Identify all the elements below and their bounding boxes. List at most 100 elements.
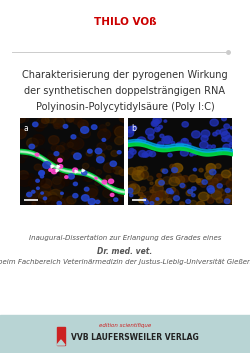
Circle shape	[150, 182, 153, 185]
Circle shape	[126, 181, 138, 191]
Circle shape	[222, 132, 230, 139]
Circle shape	[97, 153, 105, 160]
Circle shape	[142, 166, 148, 171]
Circle shape	[139, 198, 145, 203]
Circle shape	[148, 134, 154, 139]
Circle shape	[156, 191, 168, 201]
Circle shape	[214, 174, 222, 181]
Circle shape	[164, 136, 172, 143]
Circle shape	[145, 199, 148, 202]
Circle shape	[71, 135, 76, 139]
Circle shape	[41, 192, 43, 194]
Circle shape	[110, 193, 114, 196]
Circle shape	[40, 149, 44, 152]
Polygon shape	[57, 340, 65, 345]
Circle shape	[97, 143, 106, 151]
Circle shape	[66, 139, 79, 150]
Circle shape	[40, 167, 49, 174]
Circle shape	[199, 168, 203, 172]
Circle shape	[210, 169, 216, 175]
Circle shape	[226, 189, 235, 196]
Circle shape	[98, 129, 111, 140]
Circle shape	[213, 132, 217, 136]
Circle shape	[141, 195, 146, 199]
Circle shape	[29, 144, 34, 149]
Circle shape	[48, 190, 62, 201]
Circle shape	[82, 171, 87, 175]
Circle shape	[173, 172, 179, 177]
Circle shape	[114, 126, 127, 137]
Circle shape	[154, 127, 160, 132]
Circle shape	[48, 136, 59, 144]
Circle shape	[204, 172, 214, 179]
Bar	[0, 315, 250, 353]
Circle shape	[104, 163, 115, 173]
Circle shape	[147, 176, 153, 181]
Circle shape	[20, 115, 29, 122]
Circle shape	[87, 189, 97, 197]
Circle shape	[34, 164, 42, 170]
Circle shape	[32, 202, 36, 205]
Circle shape	[119, 169, 126, 175]
Circle shape	[32, 198, 44, 209]
Circle shape	[95, 148, 102, 154]
Circle shape	[68, 174, 74, 179]
Circle shape	[170, 172, 182, 183]
Circle shape	[82, 163, 89, 169]
Circle shape	[202, 180, 207, 184]
Circle shape	[127, 188, 133, 193]
Circle shape	[127, 126, 135, 133]
Text: der synthetischen doppelsträngigen RNA: der synthetischen doppelsträngigen RNA	[24, 86, 226, 96]
Circle shape	[188, 189, 193, 193]
Circle shape	[157, 142, 164, 147]
Circle shape	[132, 169, 140, 176]
Circle shape	[207, 198, 214, 203]
Circle shape	[27, 192, 32, 197]
Circle shape	[61, 180, 69, 186]
Circle shape	[209, 183, 214, 186]
Circle shape	[201, 130, 210, 137]
Circle shape	[62, 193, 70, 200]
Circle shape	[154, 120, 160, 124]
Circle shape	[217, 150, 222, 154]
Circle shape	[37, 139, 44, 145]
Circle shape	[32, 190, 35, 193]
Circle shape	[22, 154, 28, 158]
Text: Inaugural-Dissertation zur Erlangung des Grades eines: Inaugural-Dissertation zur Erlangung des…	[29, 235, 221, 241]
Circle shape	[117, 151, 121, 154]
Circle shape	[174, 196, 180, 201]
Circle shape	[176, 142, 184, 148]
Circle shape	[68, 117, 74, 122]
Circle shape	[158, 125, 162, 128]
Circle shape	[216, 130, 220, 134]
Text: edition scientifique: edition scientifique	[99, 323, 151, 328]
Circle shape	[45, 114, 56, 123]
Circle shape	[82, 195, 86, 198]
Circle shape	[36, 179, 39, 182]
Circle shape	[65, 176, 68, 178]
Circle shape	[167, 189, 179, 199]
Circle shape	[66, 116, 74, 122]
Circle shape	[27, 190, 38, 199]
Circle shape	[220, 129, 227, 135]
Circle shape	[43, 197, 46, 200]
Circle shape	[135, 139, 141, 144]
Circle shape	[118, 189, 128, 197]
Circle shape	[55, 152, 59, 156]
Circle shape	[41, 179, 52, 188]
Circle shape	[157, 128, 160, 130]
Circle shape	[228, 175, 235, 180]
Circle shape	[176, 176, 185, 184]
Circle shape	[224, 199, 230, 204]
Circle shape	[43, 162, 51, 168]
Circle shape	[128, 168, 136, 175]
Circle shape	[170, 187, 175, 192]
Circle shape	[40, 175, 43, 178]
Circle shape	[103, 189, 114, 198]
Circle shape	[95, 181, 100, 185]
Circle shape	[172, 163, 183, 172]
Circle shape	[156, 145, 160, 148]
Circle shape	[182, 122, 188, 127]
Circle shape	[84, 185, 98, 197]
Circle shape	[52, 179, 64, 189]
